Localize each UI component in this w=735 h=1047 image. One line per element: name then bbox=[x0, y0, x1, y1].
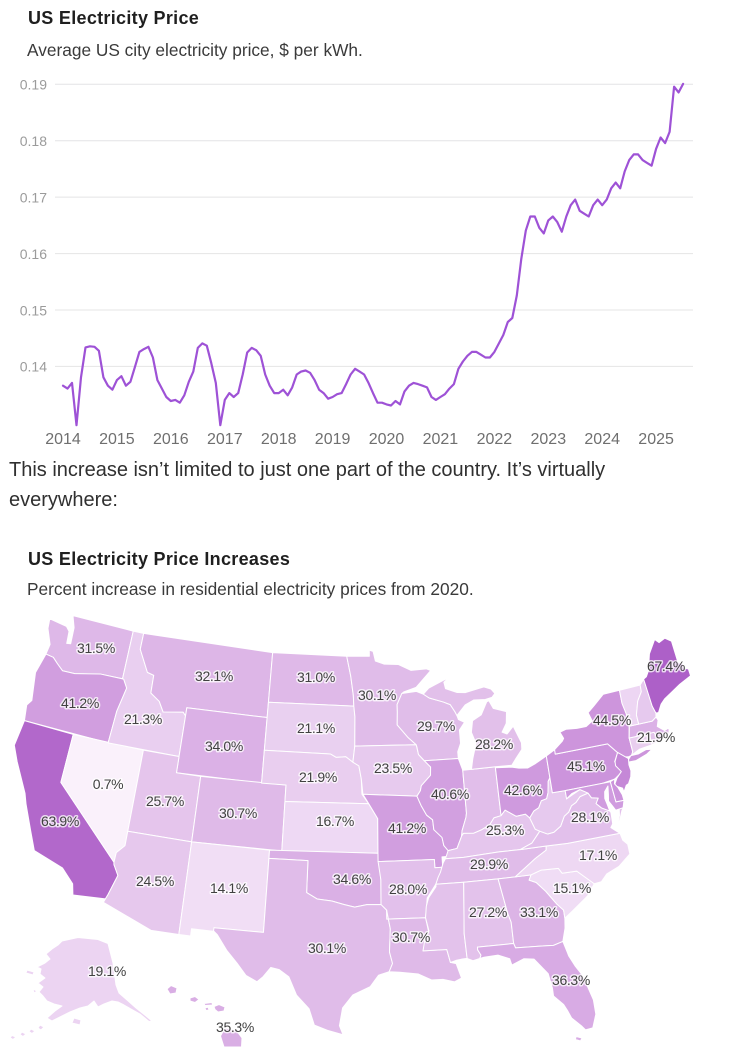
svg-text:30.7%: 30.7% bbox=[392, 929, 430, 945]
svg-text:35.3%: 35.3% bbox=[216, 1019, 254, 1035]
svg-text:36.3%: 36.3% bbox=[552, 972, 590, 988]
svg-text:0.18: 0.18 bbox=[20, 133, 47, 149]
svg-text:30.7%: 30.7% bbox=[219, 805, 257, 821]
svg-text:2023: 2023 bbox=[531, 431, 567, 448]
svg-text:42.6%: 42.6% bbox=[504, 782, 542, 798]
svg-text:31.0%: 31.0% bbox=[297, 669, 335, 685]
svg-text:2020: 2020 bbox=[369, 431, 405, 448]
svg-text:40.6%: 40.6% bbox=[431, 786, 469, 802]
svg-text:45.1%: 45.1% bbox=[567, 758, 605, 774]
svg-text:15.1%: 15.1% bbox=[553, 880, 591, 896]
svg-text:21.9%: 21.9% bbox=[299, 769, 337, 785]
svg-text:44.5%: 44.5% bbox=[593, 712, 631, 728]
svg-text:2021: 2021 bbox=[423, 431, 459, 448]
svg-text:0.7%: 0.7% bbox=[93, 776, 124, 792]
svg-text:21.3%: 21.3% bbox=[124, 711, 162, 727]
svg-text:30.1%: 30.1% bbox=[308, 940, 346, 956]
svg-text:29.7%: 29.7% bbox=[417, 718, 455, 734]
svg-text:25.3%: 25.3% bbox=[486, 822, 524, 838]
svg-text:28.1%: 28.1% bbox=[571, 809, 609, 825]
svg-text:24.5%: 24.5% bbox=[136, 873, 174, 889]
svg-text:67.4%: 67.4% bbox=[647, 658, 685, 674]
svg-text:25.7%: 25.7% bbox=[146, 793, 184, 809]
svg-text:33.1%: 33.1% bbox=[520, 904, 558, 920]
svg-text:0.19: 0.19 bbox=[20, 77, 47, 93]
svg-text:0.15: 0.15 bbox=[20, 302, 47, 318]
svg-text:31.5%: 31.5% bbox=[77, 640, 115, 656]
svg-text:2025: 2025 bbox=[638, 431, 674, 448]
svg-text:27.2%: 27.2% bbox=[469, 904, 507, 920]
svg-text:2014: 2014 bbox=[45, 431, 81, 448]
svg-text:29.9%: 29.9% bbox=[470, 856, 508, 872]
svg-text:2019: 2019 bbox=[315, 431, 351, 448]
svg-text:41.2%: 41.2% bbox=[388, 820, 426, 836]
svg-text:34.6%: 34.6% bbox=[333, 871, 371, 887]
svg-text:63.9%: 63.9% bbox=[41, 813, 79, 829]
svg-text:14.1%: 14.1% bbox=[210, 880, 248, 896]
svg-text:0.17: 0.17 bbox=[20, 189, 47, 205]
svg-text:0.16: 0.16 bbox=[20, 246, 47, 262]
svg-text:41.2%: 41.2% bbox=[61, 695, 99, 711]
svg-text:30.1%: 30.1% bbox=[358, 687, 396, 703]
svg-text:16.7%: 16.7% bbox=[316, 813, 354, 829]
svg-text:28.2%: 28.2% bbox=[475, 736, 513, 752]
svg-text:32.1%: 32.1% bbox=[195, 668, 233, 684]
svg-text:2018: 2018 bbox=[261, 431, 297, 448]
svg-text:19.1%: 19.1% bbox=[88, 963, 126, 979]
svg-text:0.14: 0.14 bbox=[20, 359, 47, 375]
svg-text:2024: 2024 bbox=[584, 431, 620, 448]
svg-text:2022: 2022 bbox=[477, 431, 513, 448]
svg-text:23.5%: 23.5% bbox=[374, 760, 412, 776]
svg-text:34.0%: 34.0% bbox=[205, 738, 243, 754]
svg-text:21.1%: 21.1% bbox=[297, 720, 335, 736]
svg-text:28.0%: 28.0% bbox=[389, 881, 427, 897]
svg-text:2016: 2016 bbox=[153, 431, 189, 448]
svg-text:2015: 2015 bbox=[99, 431, 135, 448]
svg-text:2017: 2017 bbox=[207, 431, 243, 448]
svg-text:17.1%: 17.1% bbox=[579, 847, 617, 863]
svg-text:21.9%: 21.9% bbox=[637, 729, 675, 745]
